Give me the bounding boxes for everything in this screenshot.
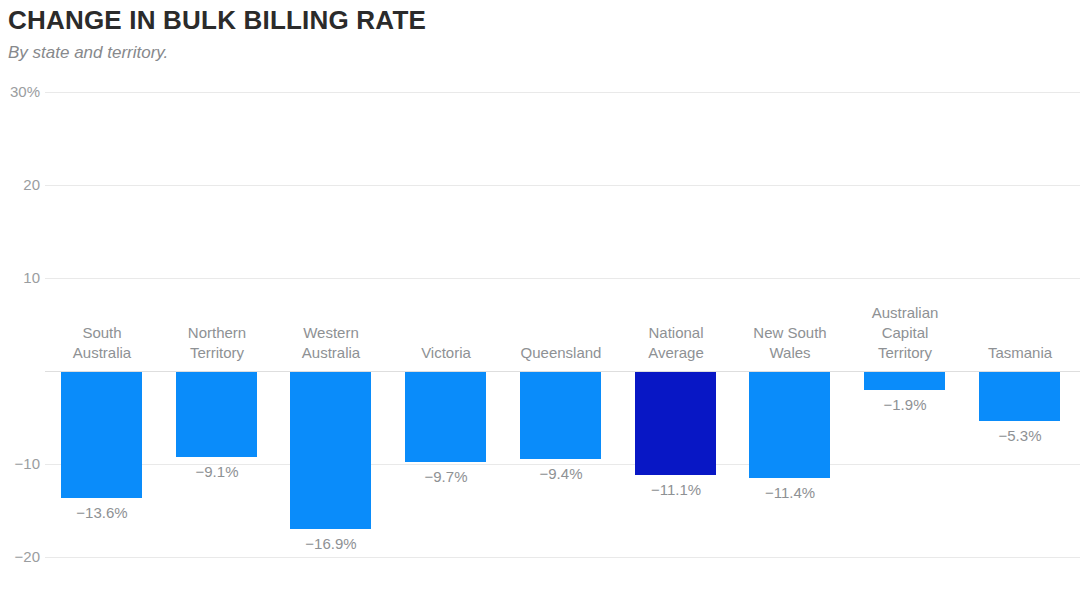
value-label-national-average: −11.1% bbox=[620, 481, 732, 499]
y-axis-tick-label: 10 bbox=[0, 269, 40, 287]
bar-tasmania bbox=[979, 372, 1060, 421]
category-label-line: Capital bbox=[849, 323, 961, 343]
bar-western-australia bbox=[290, 372, 371, 529]
bar-queensland bbox=[520, 372, 601, 459]
value-label-western-australia: −16.9% bbox=[275, 535, 387, 553]
category-label-line: Australian bbox=[849, 303, 961, 323]
bulk-billing-chart: CHANGE IN BULK BILLING RATE By state and… bbox=[0, 0, 1080, 603]
gridline-10 bbox=[45, 278, 1080, 279]
category-label-line: Northern bbox=[161, 323, 273, 343]
category-label-line: Australia bbox=[46, 343, 158, 363]
bar-national-average bbox=[635, 372, 716, 475]
y-axis-tick-label: 30% bbox=[0, 83, 40, 101]
category-label-line: New South bbox=[734, 323, 846, 343]
category-label-line: Western bbox=[275, 323, 387, 343]
value-label-australian-capital-territory: −1.9% bbox=[849, 396, 961, 414]
bar-victoria bbox=[405, 372, 486, 462]
bar-australian-capital-territory bbox=[864, 372, 945, 390]
y-axis-tick-label: 20 bbox=[0, 176, 40, 194]
bar-south-australia bbox=[61, 372, 142, 498]
category-label-western-australia: WesternAustralia bbox=[275, 323, 387, 363]
category-label-line: Tasmania bbox=[964, 343, 1076, 363]
value-label-victoria: −9.7% bbox=[390, 468, 502, 486]
category-label-new-south-wales: New SouthWales bbox=[734, 323, 846, 363]
value-label-new-south-wales: −11.4% bbox=[734, 484, 846, 502]
category-label-queensland: Queensland bbox=[505, 343, 617, 363]
category-label-northern-territory: NorthernTerritory bbox=[161, 323, 273, 363]
value-label-northern-territory: −9.1% bbox=[161, 463, 273, 481]
category-label-line: Territory bbox=[849, 343, 961, 363]
category-label-tasmania: Tasmania bbox=[964, 343, 1076, 363]
value-label-tasmania: −5.3% bbox=[964, 427, 1076, 445]
category-label-line: Wales bbox=[734, 343, 846, 363]
category-label-national-average: NationalAverage bbox=[620, 323, 732, 363]
gridline-30 bbox=[45, 92, 1080, 93]
category-label-line: South bbox=[46, 323, 158, 343]
gridline--20 bbox=[45, 557, 1080, 558]
value-label-queensland: −9.4% bbox=[505, 465, 617, 483]
bar-northern-territory bbox=[176, 372, 257, 457]
category-label-line: Average bbox=[620, 343, 732, 363]
category-label-victoria: Victoria bbox=[390, 343, 502, 363]
bar-new-south-wales bbox=[749, 372, 830, 478]
y-axis-tick-label: −20 bbox=[0, 548, 40, 566]
category-label-line: Australia bbox=[275, 343, 387, 363]
category-label-australian-capital-territory: AustralianCapitalTerritory bbox=[849, 303, 961, 363]
category-label-line: Victoria bbox=[390, 343, 502, 363]
y-axis-tick-label: −10 bbox=[0, 455, 40, 473]
plot-area: 30%2010−10−20SouthAustralia−13.6%Norther… bbox=[0, 0, 1080, 603]
gridline-20 bbox=[45, 185, 1080, 186]
category-label-south-australia: SouthAustralia bbox=[46, 323, 158, 363]
category-label-line: Queensland bbox=[505, 343, 617, 363]
value-label-south-australia: −13.6% bbox=[46, 504, 158, 522]
category-label-line: Territory bbox=[161, 343, 273, 363]
category-label-line: National bbox=[620, 323, 732, 343]
